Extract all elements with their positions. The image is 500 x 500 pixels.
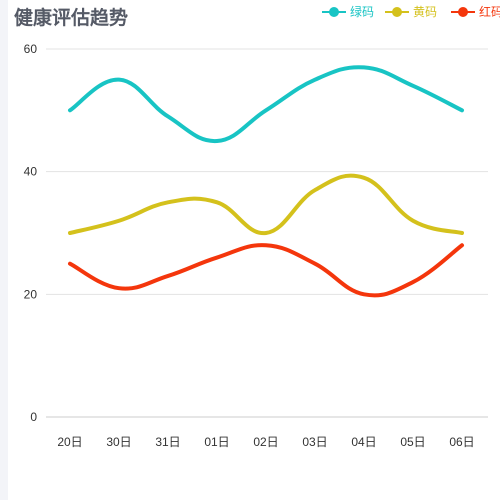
legend-label: 绿码 [350, 4, 374, 19]
legend: 绿码 黄码 红码 [322, 4, 500, 19]
x-tick-label: 03日 [302, 435, 327, 449]
chart-title: 健康评估趋势 [14, 8, 129, 29]
y-tick-label: 0 [30, 410, 37, 424]
x-tick-label: 02日 [253, 435, 278, 449]
y-tick-label: 40 [24, 165, 38, 179]
legend-marker [329, 7, 339, 17]
x-tick-label: 04日 [351, 435, 376, 449]
y-tick-label: 60 [24, 42, 38, 56]
x-tick-label: 06日 [449, 435, 474, 449]
series-layer [68, 65, 464, 298]
x-tick-label: 20日 [57, 435, 82, 449]
legend-label: 红码 [479, 4, 500, 19]
grid-layer: 0 20 40 60 20日 30日 31日 01日 02日 03日 04日 05日 06日 [24, 42, 488, 449]
legend-item-2[interactable]: 红码 [451, 4, 500, 19]
x-tick-label: 01日 [204, 435, 229, 449]
series-line-2[interactable] [68, 243, 464, 298]
x-tick-label: 30日 [106, 435, 131, 449]
legend-marker [392, 7, 402, 17]
legend-item-1[interactable]: 黄码 [385, 5, 437, 19]
series-line-1[interactable] [68, 173, 464, 236]
x-tick-label: 05日 [400, 435, 425, 449]
y-tick-label: 20 [24, 287, 38, 301]
series-line-0[interactable] [68, 65, 464, 144]
legend-item-0[interactable]: 绿码 [322, 4, 374, 19]
x-tick-label: 31日 [155, 435, 180, 449]
legend-marker [458, 7, 468, 17]
left-edge-strip [0, 0, 8, 500]
legend-label: 黄码 [413, 5, 437, 19]
